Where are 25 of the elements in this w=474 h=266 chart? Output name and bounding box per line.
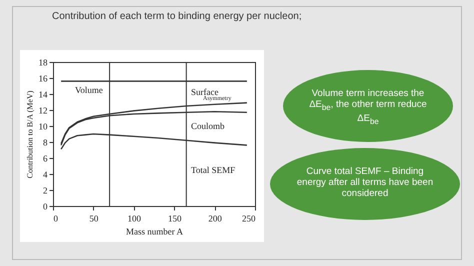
annotation: Coulomb bbox=[191, 121, 226, 131]
y-tick-label: 8 bbox=[43, 138, 48, 148]
x-tick-label: 100 bbox=[128, 214, 142, 224]
y-axis-title: Contribution to B/A (MeV) bbox=[26, 90, 34, 178]
y-tick-label: 12 bbox=[38, 106, 48, 116]
text: Volume term increases the ΔE$_{be}$, the other term reduce ΔE$_{be}$ bbox=[308, 88, 428, 127]
y-tick-label: 10 bbox=[38, 122, 48, 132]
y-tick-label: 18 bbox=[38, 58, 48, 68]
chart-title: Contribution of each term to binding energy per nucleon; bbox=[52, 11, 302, 22]
y-tick-label: 6 bbox=[43, 154, 48, 164]
y-tick-label: 4 bbox=[43, 170, 48, 180]
x-tick-label: 250 bbox=[242, 214, 256, 224]
y-tick-label: 14 bbox=[38, 90, 48, 100]
annotation: Total SEMF bbox=[191, 165, 236, 175]
y-tick-label: 2 bbox=[43, 186, 48, 196]
x-tick-label: 150 bbox=[168, 214, 182, 224]
x-tick-label: 0 bbox=[54, 214, 58, 224]
annotation: Surface bbox=[191, 87, 218, 97]
text: Curve total SEMF – Binding energy after all terms have been considered bbox=[296, 166, 434, 199]
y-tick-label: 16 bbox=[38, 74, 48, 84]
annotation: Volume bbox=[75, 85, 103, 95]
x-axis-title: Mass number A bbox=[126, 226, 184, 236]
x-tick-label: 50 bbox=[89, 214, 99, 224]
x-tick-label: 200 bbox=[208, 214, 222, 224]
y-tick-label: 0 bbox=[43, 202, 48, 212]
